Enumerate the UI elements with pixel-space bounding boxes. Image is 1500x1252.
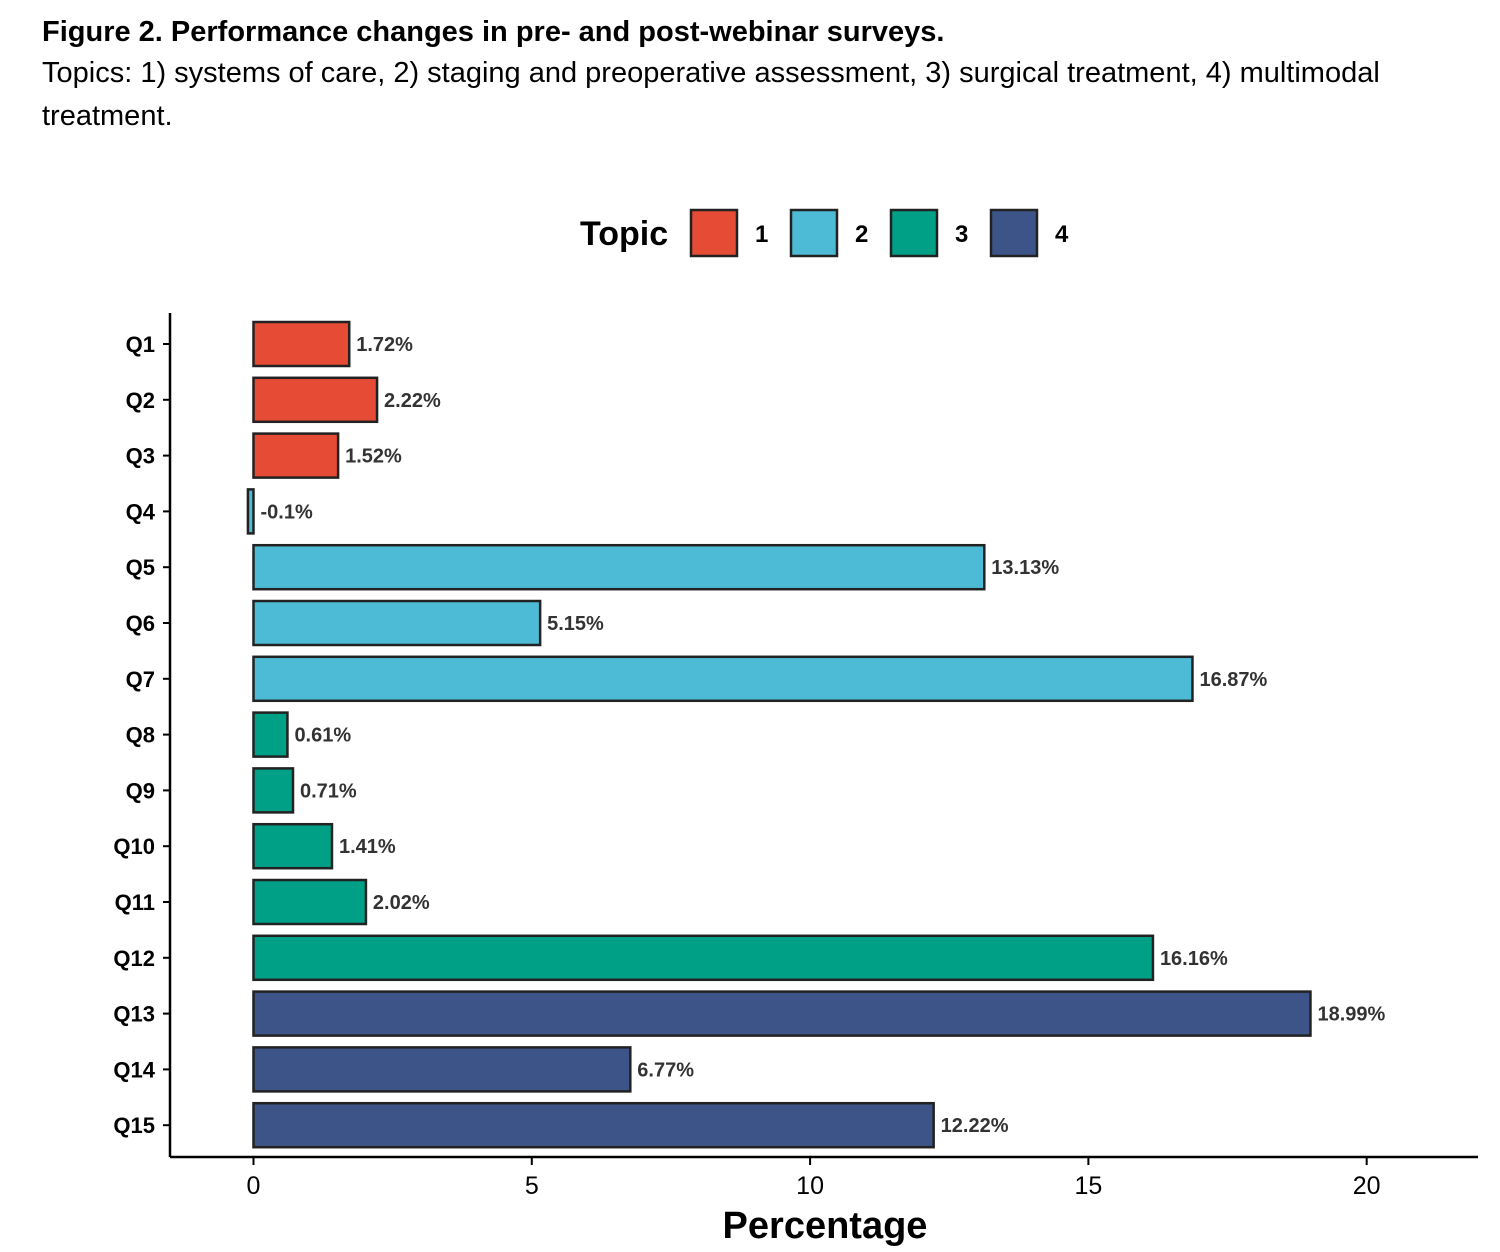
legend-swatch-3 — [889, 208, 939, 258]
y-tick-label-q6: Q6 — [126, 611, 155, 636]
bar-q15 — [252, 1101, 935, 1149]
value-label-q8: 0.61% — [294, 725, 351, 747]
legend-item-1: 1 — [689, 208, 768, 258]
x-tick-label-20: 20 — [1353, 1172, 1381, 1200]
legend-label-4: 4 — [1055, 221, 1069, 248]
figure-subtitle: Topics: 1) systems of care, 2) staging a… — [42, 57, 1380, 132]
value-label-q12: 16.16% — [1160, 948, 1228, 970]
legend-swatch-4 — [989, 208, 1039, 258]
x-axis-title: Percentage — [723, 1205, 928, 1247]
legend-label-1: 1 — [755, 221, 768, 248]
bar-q1 — [252, 320, 351, 368]
value-label-q13: 18.99% — [1317, 1004, 1385, 1026]
bar-q11 — [252, 878, 368, 926]
x-tick-label-15: 15 — [1074, 1172, 1102, 1200]
y-tick-label-q3: Q3 — [126, 444, 155, 469]
value-label-q2: 2.22% — [384, 390, 441, 412]
value-label-q9: 0.71% — [300, 780, 357, 802]
legend-item-2: 2 — [789, 208, 868, 258]
plot-area: 1.72% 2.22% 1.52% -0.1% 13.13% 5.15% 16.87% 0.6… — [113, 313, 1478, 1200]
figure-caption: Figure 2. Performance changes in pre- an… — [42, 12, 1462, 138]
y-tick-label-q2: Q2 — [126, 388, 155, 413]
bar-q10 — [252, 822, 334, 870]
value-label-q14: 6.77% — [637, 1059, 694, 1081]
y-tick-label-q11: Q11 — [115, 890, 155, 915]
bar-q2 — [252, 376, 379, 424]
legend-swatch-1 — [689, 208, 739, 258]
bar-q13 — [252, 990, 1312, 1037]
legend-label-3: 3 — [955, 221, 968, 248]
bar-q8 — [252, 711, 289, 758]
legend-swatch-2 — [789, 208, 839, 258]
y-tick-label-q4: Q4 — [126, 499, 156, 524]
value-label-q7: 16.87% — [1199, 669, 1267, 691]
x-axis: 0 5 10 15 20 — [170, 1155, 1478, 1200]
bar-q12 — [252, 934, 1155, 982]
legend-label-2: 2 — [855, 221, 868, 248]
legend-item-4: 4 — [989, 208, 1069, 258]
legend-item-3: 3 — [889, 208, 968, 258]
value-label-q15: 12.22% — [941, 1115, 1009, 1137]
value-label-q10: 1.41% — [339, 836, 396, 858]
y-axis: Q1 Q2 Q3 Q4 Q5 Q6 Q7 Q8 Q9 Q10 Q11 Q12 Q13 Q14 Q15 — [113, 313, 172, 1157]
value-label-q3: 1.52% — [345, 446, 402, 468]
x-tick-label-0: 0 — [247, 1172, 261, 1200]
value-label-q4: -0.1% — [260, 501, 312, 523]
y-tick-label-q5: Q5 — [126, 555, 155, 580]
bar-q7 — [252, 655, 1194, 703]
y-tick-label-q7: Q7 — [126, 667, 155, 692]
y-tick-label-q14: Q14 — [113, 1057, 155, 1082]
y-tick-label-q8: Q8 — [126, 723, 155, 748]
bar-q4 — [246, 488, 255, 535]
x-tick-label-5: 5 — [525, 1172, 539, 1200]
value-label-q6: 5.15% — [547, 613, 604, 635]
legend-title: Topic — [580, 215, 668, 253]
bar-q5 — [252, 543, 986, 591]
y-tick-label-q15: Q15 — [113, 1113, 155, 1138]
x-tick-label-10: 10 — [796, 1172, 824, 1200]
y-tick-label-q13: Q13 — [113, 1002, 155, 1027]
legend: Topic 1 2 3 4 — [580, 208, 1069, 258]
y-tick-label-q10: Q10 — [113, 834, 155, 859]
y-tick-label-q9: Q9 — [126, 778, 155, 803]
value-label-q11: 2.02% — [373, 892, 430, 914]
bar-q6 — [252, 599, 542, 647]
bar-q14 — [252, 1046, 632, 1093]
value-label-q1: 1.72% — [356, 334, 413, 356]
bar-q3 — [252, 432, 340, 479]
figure-title: Figure 2. Performance changes in pre- an… — [42, 16, 945, 48]
value-label-q5: 13.13% — [991, 557, 1059, 579]
y-tick-label-q1: Q1 — [126, 332, 155, 357]
y-tick-label-q12: Q12 — [113, 946, 155, 971]
bar-q9 — [252, 767, 295, 814]
